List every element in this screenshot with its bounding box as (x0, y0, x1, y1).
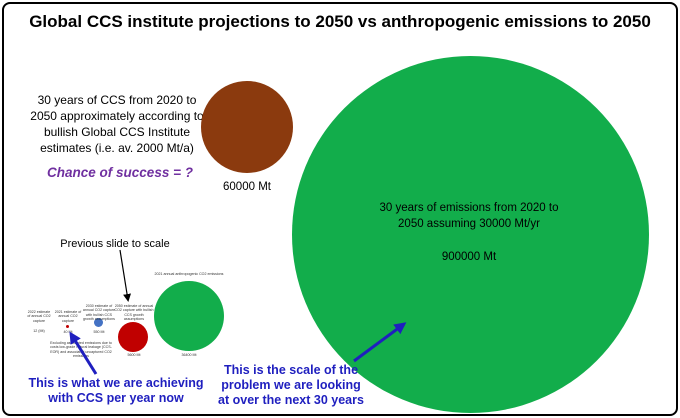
current-ccs-arrow (69, 331, 98, 375)
current-ccs-note: This is what we are achieving with CCS p… (28, 376, 204, 405)
mini-red-value: 5600 Mt (127, 353, 141, 357)
mini-green-caption: 2021 annual anthropogenic CO2 emissions (154, 272, 224, 276)
mini-dot-caption: 2021 estimate of annual CO2 capture (54, 310, 82, 323)
mini-2021-capture-dot (66, 325, 69, 328)
emissions-scale-arrow (353, 322, 407, 363)
ccs-projection-circle (201, 81, 293, 173)
mini-2030-capture-circle (94, 318, 103, 327)
ccs-projection-description: 30 years of CCS from 2020 to 2050 approx… (30, 93, 204, 155)
ccs-projection-value: 60000 Mt (223, 181, 271, 193)
previous-slide-label: Previous slide to scale (60, 238, 170, 250)
mini-red-caption: 2050 estimate of annual CO2 capture with… (114, 304, 154, 321)
emissions-circle (292, 56, 649, 413)
mini-left-value: 12 (Mt) (33, 329, 45, 333)
emissions-value: 900000 Mt (441, 251, 497, 263)
previous-slide-arrow (119, 249, 132, 302)
mini-2050-capture-circle (118, 322, 148, 352)
mini-left-caption: 2022 estimate of annual CO2 capture (27, 310, 51, 323)
annotation-arrows (69, 249, 407, 375)
slide-title: Global CCS institute projections to 2050… (29, 12, 651, 31)
chance-of-success-text: Chance of success = ? (47, 165, 193, 180)
mini-dot-value: 40 Mt (63, 330, 73, 334)
emissions-description: 30 years of emissions from 2020 to 2050 … (379, 202, 559, 230)
mini-green-value: 36400 Mt (181, 353, 197, 357)
mini-blue-value: 550 Mt (93, 330, 105, 334)
emissions-scale-note: This is the scale of the problem we are … (218, 363, 364, 407)
mini-emissions-circle (154, 281, 224, 351)
mini-blue-caption: 2030 estimate of annual CO2 capture with… (82, 304, 116, 321)
